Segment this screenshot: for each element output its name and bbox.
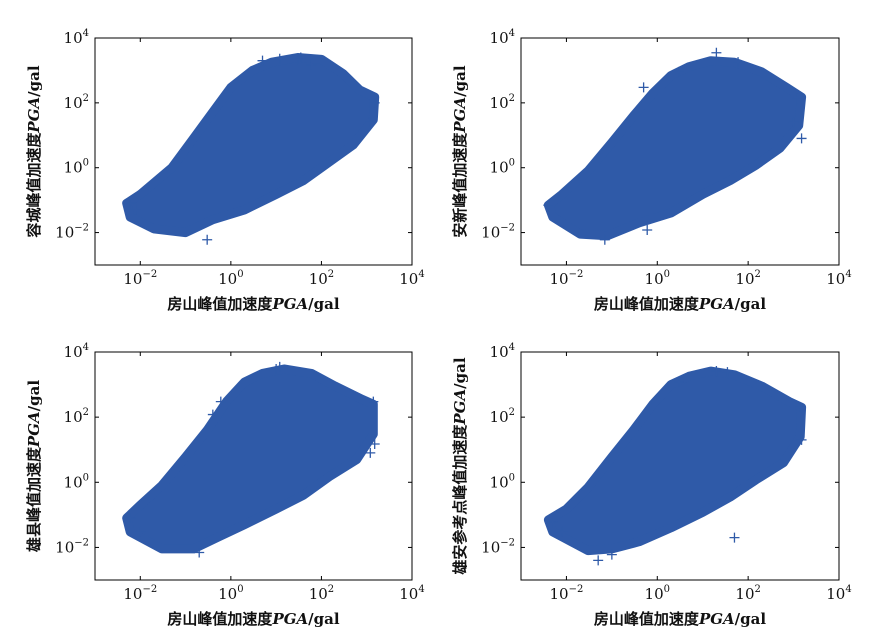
- data-point: [274, 53, 285, 64]
- y-tick-label: 100: [64, 472, 89, 491]
- data-point: [711, 366, 722, 377]
- data-point: [202, 234, 213, 245]
- x-axis-label: 房山峰值加速度PGA/gal: [594, 610, 766, 628]
- plot-frame: [94, 37, 413, 266]
- data-point: [606, 549, 617, 560]
- scatter-panel-3: 10−2 100 102 104 10−2 100 102 104 房山峰值加速度PGA/gal…: [25, 342, 425, 628]
- data-point: [792, 93, 803, 104]
- x-tick-label: 104: [399, 584, 424, 603]
- data-point: [599, 234, 610, 245]
- x-tick-label: 102: [309, 584, 334, 603]
- plot-frame: [94, 351, 413, 581]
- x-tick-label: 10−2: [123, 269, 157, 288]
- scatter-panel-1: 10−2 100 102 104 10−2 100 102 104 房山峰值加速度PGA/gal…: [25, 28, 425, 313]
- data-point: [543, 200, 554, 211]
- x-tick-label: 100: [645, 269, 670, 288]
- point-cloud: [543, 366, 807, 556]
- y-axis-label: 容城峰值加速度PGA/gal: [25, 65, 43, 238]
- x-axis-label: 房山峰值加速度PGA/gal: [167, 610, 339, 628]
- x-axis-label: 房山峰值加速度PGA/gal: [167, 295, 339, 313]
- x-axis-label: 房山峰值加速度PGA/gal: [594, 295, 766, 313]
- x-tick-label: 104: [826, 584, 851, 603]
- y-tick-label: 104: [64, 342, 89, 361]
- y-tick-label: 104: [64, 28, 89, 47]
- x-tick-label: 102: [735, 269, 760, 288]
- y-tick-label: 10−2: [481, 223, 515, 242]
- data-point: [135, 526, 146, 537]
- data-point: [642, 225, 653, 236]
- y-tick-label: 100: [64, 158, 89, 177]
- scatter-panel-2: 10−2 100 102 104 10−2 100 102 104 房山峰值加速度PGA/gal…: [451, 28, 852, 313]
- point-cloud: [543, 56, 807, 241]
- data-point: [295, 52, 306, 63]
- scatter-panel-4: 10−2 100 102 104 10−2 100 102 104 房山峰值加速度PGA/gal…: [451, 342, 852, 628]
- y-tick-label: 102: [64, 93, 89, 112]
- data-point: [207, 409, 218, 420]
- x-tick-label: 104: [399, 269, 424, 288]
- x-tick-label: 10−2: [123, 584, 157, 603]
- data-point: [795, 402, 806, 413]
- x-tick-label: 100: [218, 269, 243, 288]
- data-point: [729, 532, 740, 543]
- data-point: [593, 555, 604, 566]
- x-tick-label: 100: [645, 584, 670, 603]
- plot-frame: [520, 37, 840, 266]
- data-point: [365, 117, 376, 128]
- data-point: [306, 59, 317, 70]
- point-cloud: [122, 364, 378, 554]
- data-point: [796, 434, 807, 445]
- data-point: [796, 133, 807, 144]
- y-tick-label: 10−2: [55, 223, 89, 242]
- y-tick-label: 104: [490, 342, 515, 361]
- y-axis-label: 雄县峰值加速度PGA/gal: [25, 380, 43, 553]
- data-point: [557, 526, 568, 537]
- y-axis-label: 安新峰值加速度PGA/gal: [451, 65, 469, 237]
- data-point: [369, 438, 380, 449]
- y-axis-label: 雄安参考点峰值加速度PGA/gal: [451, 357, 469, 575]
- data-point: [547, 517, 558, 528]
- data-point: [673, 66, 684, 77]
- data-point: [125, 513, 136, 524]
- data-point: [194, 547, 205, 558]
- x-tick-label: 102: [309, 269, 334, 288]
- y-tick-label: 102: [64, 407, 89, 426]
- data-point: [130, 204, 141, 215]
- y-tick-label: 100: [490, 472, 515, 491]
- data-point: [638, 82, 649, 93]
- y-tick-label: 10−2: [481, 537, 515, 556]
- plot-frame: [520, 351, 840, 581]
- data-point: [274, 361, 285, 372]
- data-point: [365, 447, 376, 458]
- y-tick-label: 102: [490, 93, 515, 112]
- data-point: [711, 47, 722, 58]
- y-tick-label: 102: [490, 407, 515, 426]
- data-point: [722, 367, 733, 378]
- data-point: [788, 117, 799, 128]
- data-point: [257, 55, 268, 66]
- data-point: [368, 396, 379, 407]
- data-point: [673, 376, 684, 387]
- x-tick-label: 102: [735, 584, 760, 603]
- y-tick-label: 10−2: [55, 537, 89, 556]
- data-point: [733, 57, 744, 68]
- x-tick-label: 10−2: [550, 584, 584, 603]
- x-tick-label: 104: [826, 269, 851, 288]
- x-tick-label: 10−2: [550, 269, 584, 288]
- data-point: [125, 198, 136, 209]
- data-point: [369, 97, 380, 108]
- y-tick-label: 100: [490, 158, 515, 177]
- data-point: [215, 396, 226, 407]
- x-tick-label: 100: [218, 584, 243, 603]
- point-cloud: [122, 53, 380, 238]
- y-tick-label: 104: [490, 28, 515, 47]
